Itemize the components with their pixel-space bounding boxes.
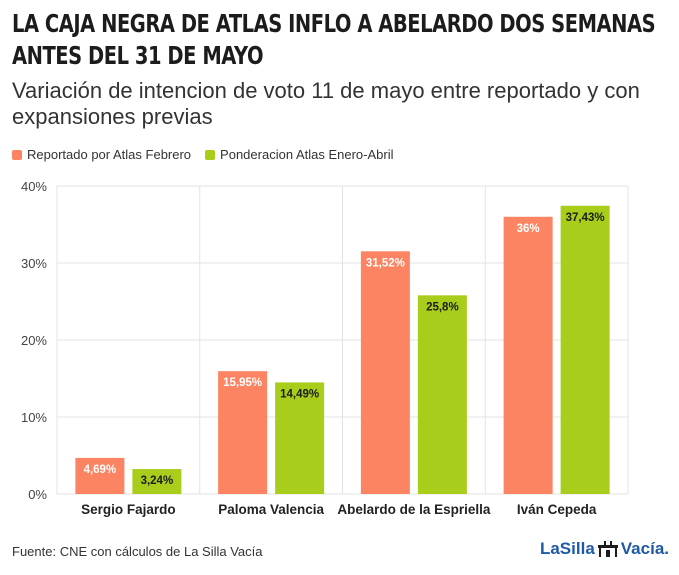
y-tick-label: 30% xyxy=(21,256,47,271)
bar xyxy=(75,457,125,494)
y-tick-label: 0% xyxy=(28,487,47,502)
data-label: 36% xyxy=(517,223,540,235)
bar xyxy=(218,371,268,494)
y-tick-label: 10% xyxy=(21,410,47,425)
data-label: 4,69% xyxy=(84,464,117,476)
brand-logo: LaSilla Vacía. xyxy=(540,539,669,559)
bar xyxy=(132,469,182,494)
y-tick-label: 20% xyxy=(21,333,47,348)
bar xyxy=(560,205,610,494)
chart-subtitle: Variación de intencion de voto 11 de may… xyxy=(12,78,640,129)
bar-chart: 0% 10% 20% 30% 40% 4,69% 3,24% Sergio Fajardo 15… xyxy=(21,179,629,517)
data-label: 3,24% xyxy=(141,475,174,487)
data-label: 15,95% xyxy=(223,377,262,389)
legend-swatch-series1 xyxy=(12,149,22,160)
bar xyxy=(503,216,553,495)
y-tick-label: 40% xyxy=(21,179,47,194)
x-tick-label: Sergio Fajardo xyxy=(81,502,176,517)
bar xyxy=(275,382,325,494)
bar xyxy=(417,295,467,494)
brand-text-left: LaSilla xyxy=(539,539,595,558)
bar xyxy=(360,251,410,494)
legend-item-series2: Ponderacion Atlas Enero-Abril xyxy=(205,147,393,162)
chart-title: LA CAJA NEGRA DE ATLAS INFLO A ABELARDO … xyxy=(12,9,656,70)
legend-swatch-series2 xyxy=(205,149,216,160)
legend-item-series1: Reportado por Atlas Febrero xyxy=(12,147,191,162)
x-tick-label: Abelardo de la Espriella xyxy=(337,502,491,517)
data-label: 14,49% xyxy=(280,388,319,400)
x-tick-label: Iván Cepeda xyxy=(517,502,597,517)
chair-icon xyxy=(597,541,618,557)
x-tick-label: Paloma Valencia xyxy=(218,502,324,517)
legend-label-series2: Ponderacion Atlas Enero-Abril xyxy=(220,147,394,162)
data-label: 25,8% xyxy=(426,301,459,313)
legend-label-series1: Reportado por Atlas Febrero xyxy=(27,147,192,162)
source-note: Fuente: CNE con cálculos de La Silla Vac… xyxy=(12,544,263,559)
data-label: 31,52% xyxy=(366,257,405,269)
data-label: 37,43% xyxy=(566,212,605,224)
chart-legend: Reportado por Atlas Febrero Ponderacion … xyxy=(12,147,407,162)
brand-text-right: Vacía. xyxy=(620,539,669,558)
